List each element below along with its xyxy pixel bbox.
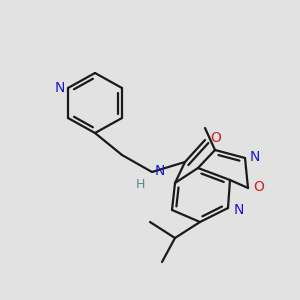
Text: O: O [210,131,221,145]
Text: H: H [135,178,145,190]
Text: O: O [253,180,264,194]
Text: N: N [250,150,260,164]
Text: N: N [55,81,65,95]
Text: N: N [155,164,165,178]
Text: N: N [234,203,244,217]
